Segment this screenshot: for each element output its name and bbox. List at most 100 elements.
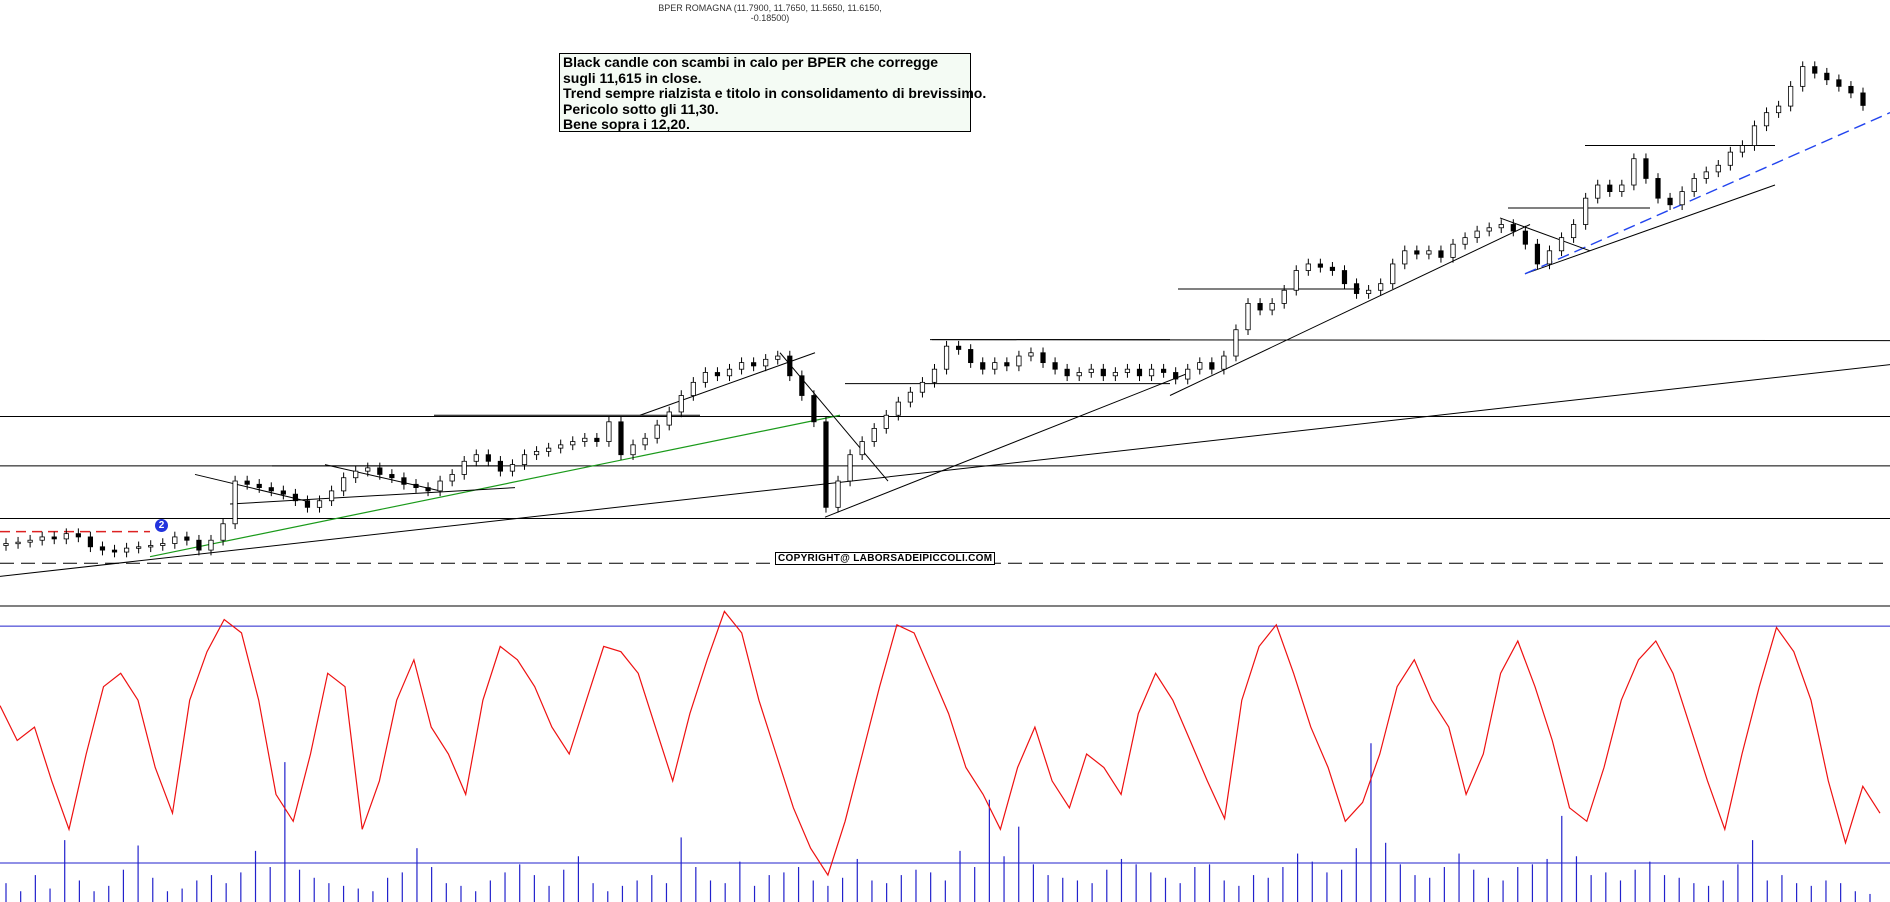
candle: [377, 462, 383, 480]
candle-body: [714, 372, 721, 377]
candle: [1016, 350, 1022, 372]
candle-body: [1739, 145, 1746, 153]
candle-body: [533, 451, 540, 456]
candle: [1703, 166, 1709, 184]
candle: [763, 354, 769, 372]
candle-body: [775, 355, 781, 360]
candle: [280, 485, 286, 500]
note-line: sugli 11,615 in close.: [563, 69, 702, 86]
candle-body: [425, 487, 431, 492]
candle: [1426, 245, 1432, 260]
candle: [208, 534, 214, 556]
candle: [1558, 232, 1565, 257]
candle: [1161, 363, 1167, 378]
candle-body: [461, 460, 467, 475]
candle-body: [1148, 368, 1155, 377]
candle: [1619, 179, 1625, 197]
candle: [1546, 245, 1553, 270]
candle-body: [184, 536, 190, 541]
candle: [51, 531, 57, 545]
candle: [980, 357, 986, 375]
candle-body: [75, 533, 81, 538]
candle-body: [751, 362, 757, 367]
candle-body: [618, 421, 624, 456]
candle: [449, 469, 455, 487]
candle: [1329, 261, 1336, 276]
candle-body: [27, 539, 33, 543]
candle: [1812, 61, 1818, 79]
candle-body: [1209, 362, 1215, 370]
candle: [1028, 347, 1034, 362]
candle-body: [1486, 227, 1492, 232]
candle-body: [1390, 263, 1396, 285]
candle-body: [1161, 368, 1167, 373]
candle: [27, 534, 33, 548]
candle: [919, 377, 926, 398]
candle-body: [1269, 303, 1275, 311]
candle-body: [1691, 178, 1697, 192]
candle: [1860, 87, 1866, 111]
candle: [316, 495, 323, 513]
note-line: Trend sempre rialzista e titolo in conso…: [563, 85, 987, 102]
candle-body: [509, 464, 516, 472]
candle-body: [1076, 372, 1082, 377]
candle: [1353, 278, 1360, 299]
candle-body: [1426, 250, 1432, 255]
candle: [558, 439, 564, 454]
analysis-note: Black candle con scambi in calo per BPER…: [559, 53, 987, 132]
candle: [1317, 258, 1323, 273]
candle: [1836, 74, 1842, 92]
candle-body: [678, 395, 684, 413]
candle-body: [449, 474, 455, 482]
candle-body: [39, 536, 45, 541]
trendline: [229, 487, 516, 505]
candle-body: [1329, 266, 1336, 271]
candle: [1064, 363, 1070, 382]
candle-body: [666, 411, 672, 426]
candle: [461, 456, 467, 480]
candle-body: [738, 362, 745, 370]
candle: [123, 542, 130, 558]
candle-body: [1788, 85, 1794, 107]
candle: [714, 367, 721, 382]
candle-body: [1522, 230, 1528, 245]
candle-body: [1378, 283, 1384, 291]
candle-body: [15, 541, 21, 545]
candle: [1173, 367, 1179, 385]
candle-body: [292, 493, 299, 502]
blue-dashed-trendline: [1524, 112, 1890, 275]
candle-body: [232, 480, 238, 525]
candle-body: [365, 467, 371, 472]
candle-body: [570, 441, 576, 446]
candle-body: [1715, 164, 1721, 173]
candle-body: [1860, 92, 1866, 106]
candle: [425, 482, 431, 497]
candle: [509, 459, 516, 477]
candle-body: [220, 523, 226, 541]
candle-body: [1136, 368, 1143, 377]
candle-body: [943, 345, 950, 370]
candle-body: [280, 490, 286, 495]
chart-title: BPER ROMAGNA (11.7900, 11.7650, 11.5650,…: [658, 3, 882, 23]
candle-body: [702, 372, 708, 383]
candle-body: [1775, 105, 1782, 114]
candle: [244, 475, 250, 490]
candle: [1004, 357, 1010, 372]
candle: [1305, 258, 1311, 276]
candle: [992, 357, 998, 375]
candle: [1341, 265, 1348, 289]
volume-bars: [5, 743, 1871, 902]
candle: [401, 472, 407, 490]
candle-body: [63, 533, 69, 540]
candle: [1510, 219, 1516, 237]
candle: [1570, 219, 1577, 243]
note-line: Pericolo sotto gli 11,30.: [563, 100, 719, 117]
candle-body: [1607, 184, 1613, 192]
candle: [437, 475, 443, 497]
candle: [1631, 153, 1637, 191]
candle: [883, 409, 889, 434]
candle: [232, 475, 238, 530]
note-line: Black candle con scambi in calo per BPER…: [563, 54, 939, 70]
candle: [1450, 238, 1456, 263]
candle: [1378, 278, 1384, 296]
